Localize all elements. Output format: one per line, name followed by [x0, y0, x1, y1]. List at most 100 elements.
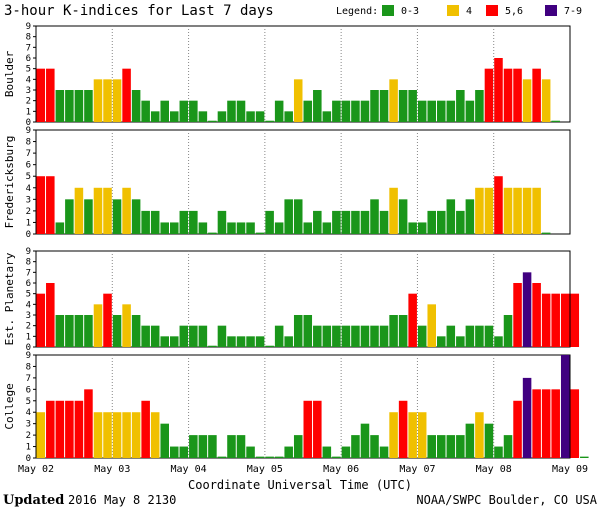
k-index-bar [427, 100, 436, 122]
k-index-bar [46, 283, 55, 347]
k-index-bar [255, 232, 265, 234]
k-index-bar [103, 187, 112, 234]
k-index-bar [475, 90, 484, 122]
k-index-bar [494, 58, 503, 122]
k-index-bar [446, 100, 456, 122]
x-tick-label: May 05 [247, 464, 283, 475]
k-index-bar [46, 176, 55, 234]
k-index-bar [398, 315, 408, 347]
k-index-bar [513, 187, 522, 234]
legend-label: Legend: [336, 6, 378, 17]
k-index-bar [217, 210, 227, 234]
credit-text: NOAA/SWPC Boulder, CO USA [416, 493, 597, 507]
k-index-bar [93, 187, 103, 234]
k-index-bar [227, 336, 236, 347]
y-tick-label: 9 [26, 247, 31, 257]
k-index-bar [198, 111, 208, 122]
k-index-bar [189, 210, 198, 234]
k-index-bar [198, 435, 208, 458]
k-index-bar [313, 90, 322, 122]
k-index-bar [131, 315, 141, 347]
legend-swatch-severe [545, 5, 557, 16]
station-label-est-planetary: Est. Planetary [3, 252, 16, 345]
k-index-bar [360, 100, 370, 122]
k-index-bar [389, 187, 398, 234]
y-tick-label: 4 [26, 75, 31, 85]
k-index-bar [255, 456, 265, 458]
k-index-bar [465, 100, 475, 122]
k-index-bar [236, 222, 246, 234]
k-index-bar [532, 283, 541, 347]
k-index-bar [417, 412, 427, 458]
k-index-bar [389, 412, 398, 458]
k-index-bar [417, 100, 427, 122]
legend-entry-severe: 7-9 [564, 6, 582, 17]
k-index-bar [408, 222, 417, 234]
k-index-bar [503, 187, 513, 234]
k-index-bar [513, 400, 522, 458]
k-index-bar [532, 187, 541, 234]
k-index-bar [150, 111, 160, 122]
legend-swatch-storm [486, 5, 498, 16]
k-index-bar [541, 293, 551, 347]
k-index-bar [427, 435, 436, 458]
k-index-bar [160, 100, 169, 122]
k-index-bar [465, 423, 475, 458]
k-index-bar [532, 68, 541, 122]
k-index-bar [484, 68, 494, 122]
x-tick-label: May 02 [18, 464, 54, 475]
k-index-bar [179, 446, 189, 458]
k-index-bar [189, 325, 198, 347]
k-index-bar [141, 100, 150, 122]
y-tick-label: 9 [26, 351, 31, 361]
k-index-bar [170, 111, 179, 122]
y-tick-label: 0 [26, 343, 31, 353]
k-index-bar [494, 176, 503, 234]
k-index-bar [484, 423, 494, 458]
k-index-bar [313, 210, 322, 234]
k-index-bar [55, 315, 65, 347]
k-index-bar [341, 100, 351, 122]
y-tick-label: 6 [26, 279, 31, 289]
k-index-bar [236, 100, 246, 122]
k-index-bar [437, 100, 446, 122]
k-index-bar [427, 304, 436, 347]
k-index-bar [122, 412, 131, 458]
k-index-bar [265, 345, 274, 347]
k-index-bar [284, 336, 293, 347]
k-index-bar [360, 423, 370, 458]
legend: Legend: 0-3 4 5,6 7-9 [336, 5, 582, 17]
k-index-bar [55, 400, 65, 458]
k-index-bar [65, 90, 74, 122]
k-index-bar [150, 325, 160, 347]
k-index-bar [360, 210, 370, 234]
k-index-bar [36, 68, 46, 122]
panel-frame [35, 250, 571, 348]
k-index-bar [55, 222, 65, 234]
y-tick-label: 7 [26, 43, 31, 53]
k-index-bar [341, 210, 351, 234]
k-index-bar [65, 315, 74, 347]
k-index-bar [398, 400, 408, 458]
k-index-bar [522, 187, 532, 234]
y-tick-label: 0 [26, 118, 31, 128]
legend-entry-quiet: 0-3 [401, 6, 419, 17]
k-index-bar [284, 446, 293, 458]
y-tick-label: 3 [26, 195, 31, 205]
k-index-bar [437, 435, 446, 458]
k-index-bar [541, 79, 551, 122]
k-index-bar [198, 325, 208, 347]
k-index-bar [36, 412, 46, 458]
k-index-bar [112, 79, 122, 122]
k-index-bar [112, 315, 122, 347]
k-index-bar [303, 222, 313, 234]
y-tick-label: 9 [26, 126, 31, 136]
k-index-bar [227, 435, 236, 458]
k-index-bar [246, 111, 255, 122]
k-index-bar [208, 435, 217, 458]
k-index-bar [36, 293, 46, 347]
k-index-bar [370, 325, 379, 347]
k-index-bar [560, 293, 570, 347]
k-index-bar [265, 210, 274, 234]
